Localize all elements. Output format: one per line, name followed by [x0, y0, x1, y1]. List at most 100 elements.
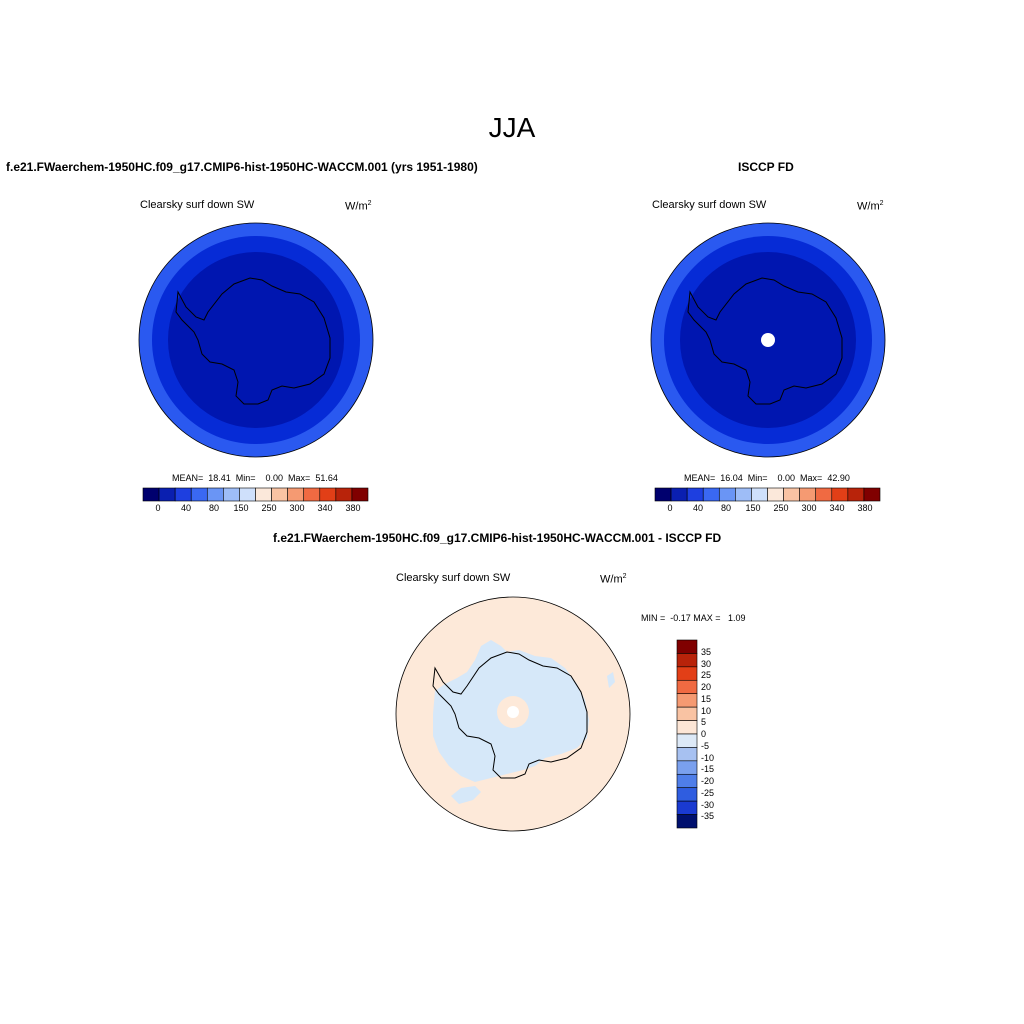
diff-colorbar-swatch [676, 800, 698, 815]
left-tick: 340 [317, 503, 333, 513]
left-colorbar-swatch [351, 487, 369, 502]
left-units-label: W/m2 [345, 200, 372, 213]
diff-colorbar-swatch [676, 706, 698, 721]
right-antarctica-coastline [687, 277, 843, 405]
diff-colorbar-swatch [676, 679, 698, 695]
right-tick: 250 [773, 503, 789, 513]
diff-colorbar-swatch [676, 787, 698, 802]
left-stats: MEAN= 18.41 Min= 0.00 Max= 51.64 [172, 473, 338, 483]
right-units-label: W/m2 [857, 200, 884, 213]
right-tick: 380 [857, 503, 873, 513]
diff-tick: 10 [701, 705, 712, 716]
diff-colorbar-swatch [676, 666, 698, 681]
left-colorbar-swatch [255, 487, 272, 502]
diff-tick: 20 [701, 682, 712, 692]
left-colorbar-swatch [190, 487, 208, 502]
right-tick: 340 [829, 503, 845, 513]
diff-tick: -10 [701, 752, 715, 763]
left-colorbar-swatch [158, 487, 176, 502]
right-colorbar-swatch [767, 487, 784, 502]
right-map-border [650, 222, 886, 458]
diff-tick: -35 [701, 811, 715, 821]
left-antarctica-coastline [175, 277, 331, 405]
left-colorbar-swatch [223, 487, 240, 502]
right-pole-missing-data [761, 333, 775, 347]
right-panel-title: ISCCP FD [738, 160, 794, 174]
left-colorbar-swatch [142, 487, 160, 502]
right-colorbar-swatch [670, 487, 688, 502]
right-colorbar-swatch [863, 487, 881, 502]
diff-stats: MIN = -0.17 MAX = 1.09 [641, 613, 746, 623]
right-tick: 300 [801, 503, 817, 513]
diff-colorbar-swatch [676, 639, 698, 654]
right-colorbar-swatch [831, 487, 849, 502]
diff-tick: 0 [701, 729, 707, 739]
right-colorbar-swatch [783, 487, 800, 502]
left-colorbar-swatch [206, 487, 224, 502]
diff-tick: 5 [701, 717, 707, 727]
left-tick: 40 [180, 503, 192, 513]
diff-polar-map [395, 596, 631, 832]
left-tick: 150 [233, 503, 249, 513]
right-tick: 150 [745, 503, 761, 513]
left-tick: 300 [289, 503, 305, 513]
left-colorbar-ticks: 0 40 80 150 250 300 340 380 [143, 503, 368, 515]
diff-variable-label: Clearsky surf down SW [396, 572, 511, 584]
diff-map-border [395, 596, 631, 832]
right-colorbar-swatch [799, 487, 817, 502]
diff-colorbar: 35 30 25 20 15 10 5 0 -5 -10 -15 -20 -25… [676, 639, 737, 830]
left-colorbar-swatch [287, 487, 305, 502]
diff-colorbar-swatch [676, 720, 698, 735]
diff-colorbar-swatch [676, 814, 698, 829]
left-tick: 0 [155, 503, 161, 513]
diff-tick: -15 [701, 764, 715, 774]
left-colorbar-swatch [271, 487, 288, 502]
left-colorbar-swatch [174, 487, 192, 502]
diff-colorbar-swatch [676, 733, 698, 748]
left-tick: 80 [208, 503, 220, 513]
diff-tick: -30 [701, 799, 715, 810]
diff-negative-patch [451, 786, 481, 804]
diff-colorbar-swatch [676, 773, 698, 789]
diff-colorbar-swatch [676, 747, 698, 762]
right-colorbar-swatch [654, 487, 672, 502]
diff-panel-title: f.e21.FWaerchem-1950HC.f09_g17.CMIP6-his… [273, 531, 722, 545]
diff-tick: -25 [701, 787, 715, 798]
left-inner-disk [168, 252, 344, 428]
left-panel-title: f.e21.FWaerchem-1950HC.f09_g17.CMIP6-his… [6, 160, 478, 174]
diff-tick: -20 [701, 776, 715, 786]
right-variable-label: Clearsky surf down SW [652, 199, 767, 211]
diff-units-label: W/m2 [600, 573, 627, 586]
right-colorbar-swatch [735, 487, 752, 502]
left-variable-label: Clearsky surf down SW [140, 199, 255, 211]
diff-colorbar-swatch [676, 760, 698, 775]
right-colorbar-ticks: 0 40 80 150 250 300 340 380 [655, 503, 880, 515]
diff-tick: 25 [701, 670, 712, 680]
diff-tick: 30 [701, 658, 712, 669]
diff-negative-patch [607, 672, 615, 688]
left-polar-map [138, 222, 374, 458]
right-stats: MEAN= 16.04 Min= 0.00 Max= 42.90 [684, 473, 850, 483]
diff-colorbar-swatch [676, 653, 698, 668]
right-tick: 80 [720, 503, 732, 513]
left-colorbar-swatch [303, 487, 321, 502]
diff-tick: 15 [701, 693, 712, 704]
right-colorbar-swatch [718, 487, 736, 502]
right-polar-map [650, 222, 886, 458]
diff-pole-missing-data [507, 706, 519, 718]
right-colorbar-swatch [702, 487, 720, 502]
right-colorbar [654, 487, 881, 502]
right-colorbar-swatch [815, 487, 833, 502]
diff-tick: 35 [701, 646, 712, 657]
diff-antarctica-coastline [432, 651, 588, 779]
right-colorbar-swatch [751, 487, 768, 502]
diff-colorbar-swatch [676, 693, 698, 708]
season-title: JJA [488, 112, 536, 143]
left-colorbar-swatch [239, 487, 256, 502]
left-tick: 250 [261, 503, 277, 513]
diff-tick: -5 [701, 740, 710, 751]
left-colorbar-swatch [335, 487, 353, 502]
left-colorbar [142, 487, 369, 502]
right-tick: 40 [692, 503, 704, 513]
left-tick: 380 [345, 503, 361, 513]
